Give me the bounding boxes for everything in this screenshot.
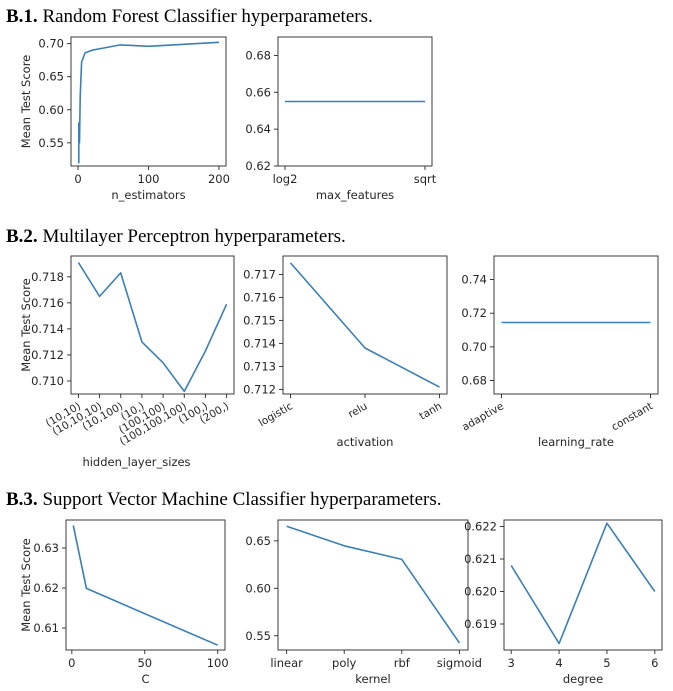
svm-degree-xtick-label: 4 (555, 656, 562, 670)
mlp-activation-ytick-label: 0.714 (243, 336, 276, 350)
mlp-learning-rate-xtick-label: adaptive (460, 400, 506, 433)
mlp-activation-series-line (289, 262, 440, 388)
rf-max-features-ytick-label: 0.68 (245, 48, 271, 62)
svm-kernel-ytick-label: 0.55 (245, 629, 271, 643)
svm-kernel-xtick-label: sigmoid (437, 656, 482, 670)
rf-max-features-x-axis-label: max_features (316, 188, 394, 202)
mlp-activation-ytick-label: 0.716 (243, 290, 276, 304)
svm-c-series-line (72, 525, 219, 646)
mlp-hidden-layer-sizes-x-axis-label: hidden_layer_sizes (82, 455, 190, 469)
svm-c-ytick-label: 0.63 (33, 541, 59, 555)
rf-max-features-xtick-label: log2 (273, 172, 298, 186)
rf-n-estimators-x-axis-label: n_estimators (111, 188, 185, 202)
mlp-learning-rate-x-axis-label: learning_rate (538, 435, 614, 449)
mlp-learning-rate-ytick-label: 0.68 (461, 374, 487, 388)
svm-c-y-axis-label: Mean Test Score (19, 538, 33, 632)
svm-c-plot-frame (65, 519, 226, 651)
section-title-b3: B.3. Support Vector Machine Classifier h… (6, 489, 442, 511)
section-label: B.3. (6, 489, 38, 510)
mlp-hidden-layer-sizes-plot-frame (70, 255, 235, 395)
section-title-b1: B.1. Random Forest Classifier hyperparam… (6, 6, 373, 28)
svm-degree-xtick-label: 5 (603, 656, 610, 670)
svm-degree-ytick-label: 0.622 (464, 520, 497, 534)
svm-degree-ytick-label: 0.620 (464, 585, 497, 599)
mlp-activation-xtick-label: logistic (257, 400, 295, 429)
mlp-activation-ytick-label: 0.712 (243, 382, 276, 396)
mlp-hidden-layer-sizes-ytick-label: 0.714 (31, 322, 64, 336)
rf-n-estimators-ytick-label: 0.70 (38, 37, 64, 51)
svm-degree-plot-frame (503, 519, 663, 651)
mlp-hidden-layer-sizes-ytick-label: 0.718 (31, 270, 64, 284)
mlp-activation-plot-frame (282, 255, 448, 395)
mlp-learning-rate-ytick-label: 0.72 (461, 306, 487, 320)
mlp-hidden-layer-sizes-ytick-label: 0.716 (31, 296, 64, 310)
svm-kernel-ytick-label: 0.65 (245, 534, 271, 548)
section-title-text: Support Vector Machine Classifier hyperp… (42, 489, 442, 510)
mlp-learning-rate-xtick-label: constant (610, 400, 656, 433)
svm-c-xtick-label: 100 (207, 656, 229, 670)
section-label: B.2. (6, 226, 38, 247)
rf-n-estimators-ytick-label: 0.65 (38, 70, 64, 84)
svm-c-xtick-label: 0 (68, 656, 75, 670)
rf-n-estimators-ytick-label: 0.60 (38, 103, 64, 117)
rf-max-features-plot-frame (277, 36, 433, 167)
rf-n-estimators-ytick-label: 0.55 (38, 136, 64, 150)
svm-kernel-xtick-label: poly (332, 656, 357, 670)
svm-c-ytick-label: 0.62 (33, 581, 59, 595)
rf-n-estimators-xtick-label: 200 (208, 172, 230, 186)
svm-kernel-series-line (286, 525, 461, 644)
mlp-learning-rate-ytick-label: 0.74 (461, 273, 487, 287)
mlp-hidden-layer-sizes-y-axis-label: Mean Test Score (19, 278, 33, 372)
rf-max-features-ytick-label: 0.64 (245, 122, 271, 136)
rf-n-estimators-xtick-label: 0 (74, 172, 81, 186)
mlp-activation-x-axis-label: activation (337, 435, 394, 449)
mlp-activation-xtick-label: relu (346, 400, 369, 420)
svm-degree-series-line (510, 522, 656, 645)
mlp-activation-xtick-label: tanh (417, 400, 444, 422)
svm-degree-ytick-label: 0.619 (464, 617, 497, 631)
svm-degree-xtick-label: 3 (508, 656, 515, 670)
svm-degree-ytick-label: 0.621 (464, 552, 497, 566)
rf-n-estimators-y-axis-label: Mean Test Score (19, 55, 33, 149)
mlp-hidden-layer-sizes-ytick-label: 0.712 (31, 348, 64, 362)
svm-kernel-xtick-label: linear (270, 656, 303, 670)
mlp-activation-ytick-label: 0.715 (243, 313, 276, 327)
section-title-text: Random Forest Classifier hyperparameters… (42, 6, 373, 27)
rf-max-features-ytick-label: 0.62 (245, 159, 271, 173)
mlp-learning-rate-ytick-label: 0.70 (461, 340, 487, 354)
mlp-activation-ytick-label: 0.713 (243, 359, 276, 373)
svm-kernel-ytick-label: 0.60 (245, 581, 271, 595)
svm-c-ytick-label: 0.61 (33, 621, 59, 635)
mlp-learning-rate-plot-frame (493, 255, 659, 395)
rf-max-features-xtick-label: sqrt (414, 172, 437, 186)
svm-c-xtick-label: 50 (137, 656, 152, 670)
rf-n-estimators-plot-frame (70, 36, 227, 167)
rf-n-estimators-xtick-label: 100 (138, 172, 160, 186)
mlp-hidden-layer-sizes-ytick-label: 0.710 (31, 374, 64, 388)
section-label: B.1. (6, 6, 38, 27)
mlp-activation-ytick-label: 0.717 (243, 267, 276, 281)
svm-kernel-x-axis-label: kernel (355, 672, 390, 686)
svm-kernel-xtick-label: rbf (394, 656, 411, 670)
mlp-hidden-layer-sizes-series-line (77, 262, 228, 393)
section-title-text: Multilayer Perceptron hyperparameters. (42, 226, 346, 247)
svm-degree-xtick-label: 6 (651, 656, 658, 670)
section-title-b2: B.2. Multilayer Perceptron hyperparamete… (6, 226, 346, 248)
svm-c-x-axis-label: C (141, 672, 149, 686)
rf-max-features-ytick-label: 0.66 (245, 85, 271, 99)
svm-kernel-plot-frame (277, 519, 469, 651)
svm-degree-x-axis-label: degree (563, 672, 603, 686)
rf-n-estimators-series-line (78, 41, 220, 164)
